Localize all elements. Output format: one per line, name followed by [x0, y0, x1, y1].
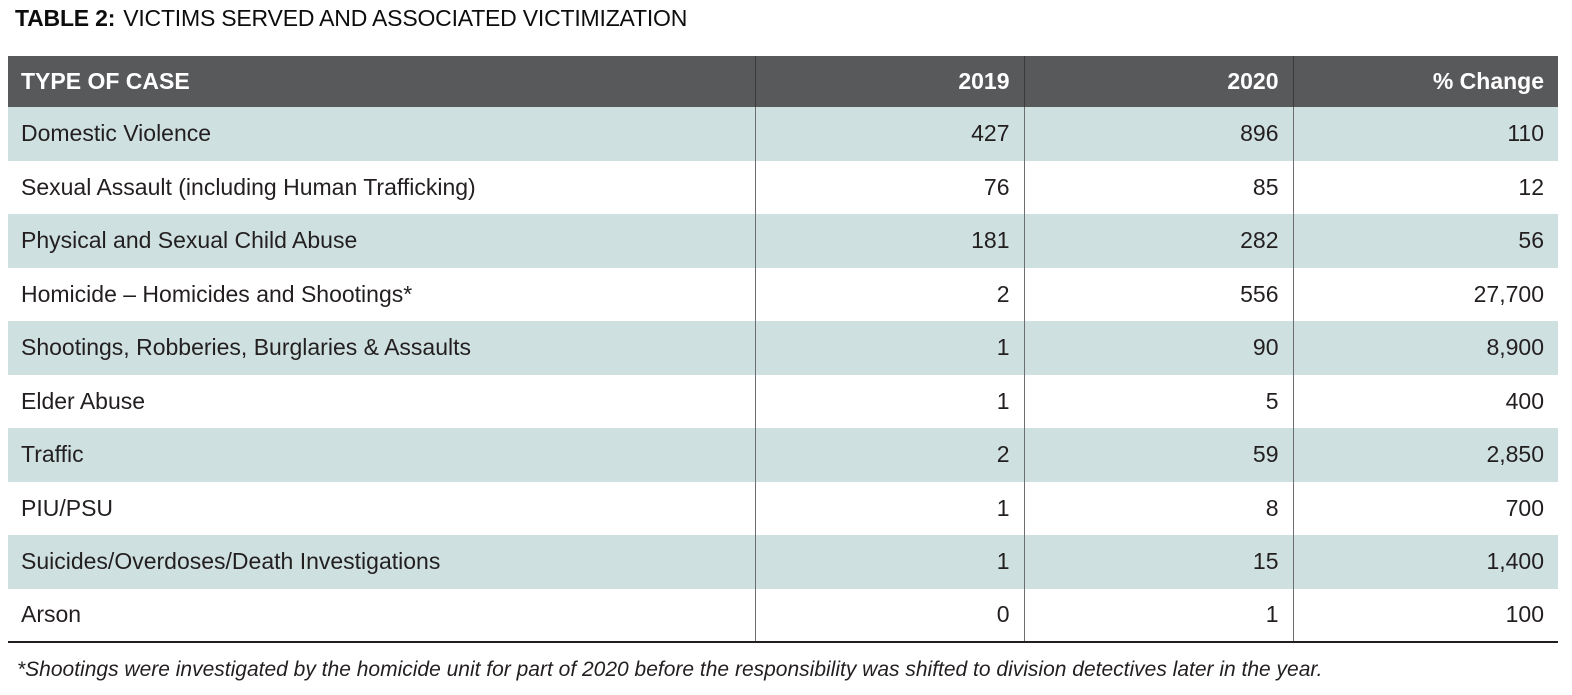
header-pct-change: % Change [1292, 56, 1558, 107]
table-row: Elder Abuse 1 5 400 [8, 374, 1558, 428]
case-type-cell: Homicide – Homicides and Shootings* [21, 280, 413, 307]
footnote: *Shootings were investigated by the homi… [17, 658, 1323, 681]
table-row: Physical and Sexual Child Abuse 181 282 … [8, 214, 1558, 268]
pct-change-cell: 8,900 [1292, 321, 1558, 375]
pct-change-cell: 2,850 [1292, 428, 1558, 482]
table-row: Homicide – Homicides and Shootings* 2 55… [8, 267, 1558, 321]
pct-change-cell: 700 [1292, 481, 1558, 535]
value-2020-cell: 15 [1023, 535, 1293, 589]
value-2020-cell: 1 [1023, 588, 1293, 642]
value-2020-cell: 556 [1023, 267, 1293, 321]
case-type-cell: Domestic Violence [21, 120, 212, 147]
table-row: Arson 0 1 100 [8, 588, 1558, 642]
table-row: Shootings, Robberies, Burglaries & Assau… [8, 321, 1558, 375]
value-2020-cell: 90 [1023, 321, 1293, 375]
case-type-cell: PIU/PSU [21, 494, 114, 521]
victims-served-table: TYPE OF CASE 2019 2020 % Change Domestic… [8, 56, 1558, 643]
case-type-cell: Shootings, Robberies, Burglaries & Assau… [21, 334, 472, 361]
header-row: TYPE OF CASE 2019 2020 % Change [8, 56, 1558, 107]
table-header: TYPE OF CASE 2019 2020 % Change [8, 56, 1558, 107]
value-2019-cell: 2 [754, 428, 1024, 482]
value-2019-cell: 427 [754, 107, 1024, 161]
pct-change-cell: 100 [1292, 588, 1558, 642]
pct-change-cell: 400 [1292, 374, 1558, 428]
pct-change-cell: 12 [1292, 160, 1558, 214]
case-type-cell: Arson [21, 601, 82, 628]
table-row: Domestic Violence 427 896 110 [8, 107, 1558, 161]
value-2019-cell: 76 [754, 160, 1024, 214]
table-row: Traffic 2 59 2,850 [8, 428, 1558, 482]
table-title-text: VICTIMS SERVED AND ASSOCIATED VICTIMIZAT… [123, 5, 688, 31]
value-2019-cell: 1 [754, 535, 1024, 589]
table-row: Sexual Assault (including Human Traffick… [8, 160, 1558, 214]
pct-change-cell: 1,400 [1292, 535, 1558, 589]
value-2020-cell: 896 [1023, 107, 1293, 161]
value-2020-cell: 282 [1023, 214, 1293, 268]
table-row: PIU/PSU 1 8 700 [8, 481, 1558, 535]
pct-change-cell: 56 [1292, 214, 1558, 268]
case-type-cell: Suicides/Overdoses/Death Investigations [21, 548, 441, 575]
pct-change-cell: 27,700 [1292, 267, 1558, 321]
header-2019: 2019 [754, 56, 1024, 107]
value-2020-cell: 59 [1023, 428, 1293, 482]
value-2020-cell: 85 [1023, 160, 1293, 214]
value-2019-cell: 0 [754, 588, 1024, 642]
value-2019-cell: 181 [754, 214, 1024, 268]
table-body: Domestic Violence 427 896 110 Sexual Ass… [8, 107, 1558, 642]
value-2020-cell: 8 [1023, 481, 1293, 535]
case-type-cell: Traffic [21, 441, 84, 468]
page-title: TABLE 2: VICTIMS SERVED AND ASSOCIATED VI… [15, 5, 687, 32]
case-type-cell: Sexual Assault (including Human Traffick… [21, 173, 476, 200]
value-2019-cell: 1 [754, 481, 1024, 535]
value-2019-cell: 1 [754, 321, 1024, 375]
value-2019-cell: 1 [754, 374, 1024, 428]
header-2020: 2020 [1023, 56, 1293, 107]
table-row: Suicides/Overdoses/Death Investigations … [8, 535, 1558, 589]
header-type-of-case: TYPE OF CASE [8, 56, 755, 107]
case-type-cell: Physical and Sexual Child Abuse [21, 227, 358, 254]
case-type-cell: Elder Abuse [21, 387, 146, 414]
table-number-label: TABLE 2: [15, 5, 116, 31]
value-2019-cell: 2 [754, 267, 1024, 321]
value-2020-cell: 5 [1023, 374, 1293, 428]
pct-change-cell: 110 [1292, 107, 1558, 161]
